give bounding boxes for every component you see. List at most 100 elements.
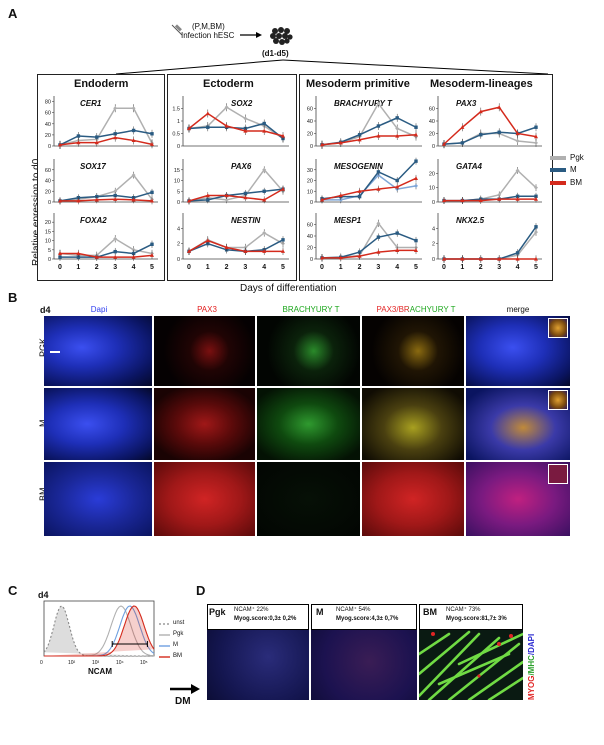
y-tick-label: 1.5	[172, 107, 180, 113]
y-tick-label: 20	[45, 133, 51, 139]
series-line-pgk	[188, 232, 284, 252]
flow-legend-unst: unst	[173, 620, 185, 626]
schematic-lines	[115, 59, 549, 75]
point-bm	[94, 140, 99, 145]
chart-sox17: 0 20 40 60 SOX17	[45, 159, 158, 206]
micro-bm-merge	[466, 462, 570, 536]
point-bm	[281, 133, 285, 138]
x-tick-label: 5	[534, 264, 538, 271]
point-bm	[442, 256, 446, 261]
point-bm	[262, 128, 267, 133]
y-tick-label: 4	[432, 226, 435, 232]
point-m	[395, 178, 399, 183]
point-bm	[76, 140, 81, 145]
gene-title: NESTIN	[231, 216, 261, 225]
point-bm	[338, 140, 343, 145]
endoderm-frame	[37, 74, 165, 281]
point-bm	[497, 196, 502, 201]
panel-c-day: d4	[38, 590, 49, 600]
point-bm	[534, 256, 538, 261]
y-tick-label: 60	[307, 107, 313, 113]
y-tick-label: 80	[45, 100, 51, 106]
point-bm	[243, 195, 248, 200]
point-pgk	[534, 185, 538, 190]
y-tick-label: 20	[307, 246, 313, 252]
point-m	[479, 133, 483, 137]
y-tick-label: 30	[307, 168, 313, 174]
y-tick-label: 40	[429, 119, 435, 125]
point-bm	[320, 255, 324, 260]
series-line-m	[444, 226, 537, 260]
y-tick-label: 20	[45, 220, 51, 226]
y-tick-label: 1	[177, 119, 180, 125]
y-tick-label: 5	[48, 248, 51, 254]
point-bm	[414, 132, 418, 137]
point-bm	[205, 238, 210, 243]
x-tick-label: 4	[131, 264, 136, 271]
series-line-bm	[443, 106, 537, 145]
y-tick-label: 20	[429, 132, 435, 138]
point-bm	[58, 251, 62, 256]
micro-pgk-merge	[466, 316, 570, 386]
point-bm	[376, 249, 381, 254]
gate-bracket	[111, 641, 148, 647]
point-bm	[187, 198, 191, 203]
series-line-bm	[59, 136, 153, 146]
gene-title: FOXA2	[80, 216, 107, 225]
bm-title: BM	[423, 607, 437, 617]
series-line-m	[188, 188, 284, 202]
point-bm	[281, 186, 285, 191]
point-m	[376, 170, 381, 174]
point-m	[515, 251, 520, 255]
point-bm	[320, 197, 324, 202]
y-tick-label: 5	[177, 189, 180, 195]
point-bm	[515, 131, 520, 136]
point-pgk	[113, 106, 118, 111]
y-tick-label: 10	[174, 179, 180, 185]
y-tick-label: 0	[310, 257, 313, 263]
myog-bm-image	[419, 604, 523, 700]
point-bm	[205, 193, 210, 198]
point-bm	[320, 142, 324, 147]
myog-pgk-image	[207, 604, 309, 700]
gene-title: SOX17	[80, 162, 106, 171]
point-pgk	[224, 105, 229, 110]
y-tick-label: 0	[432, 200, 435, 206]
y-tick-label: 10	[45, 239, 51, 245]
series-line-bm	[444, 198, 536, 202]
point-bm	[262, 249, 267, 253]
gene-title: CER1	[80, 99, 102, 108]
point-m	[131, 128, 136, 133]
point-pgk	[515, 139, 520, 143]
y-tick-label: 20	[307, 179, 313, 185]
m-title: M	[316, 607, 324, 617]
dm-arrow-icon	[170, 684, 200, 694]
tick-4: 10⁵	[140, 660, 148, 666]
point-m	[534, 225, 538, 229]
point-pgk	[534, 230, 538, 235]
flow-fill-unst	[44, 606, 154, 656]
series-line-m	[188, 239, 284, 253]
point-pgk	[497, 192, 502, 197]
micro-bm-dapi	[44, 462, 152, 536]
gene-title: NKX2.5	[456, 216, 485, 225]
pgk-ncam: NCAM⁺ 22%	[234, 607, 269, 613]
y-tick-label: 0	[48, 257, 51, 263]
y-tick-label: 0	[310, 200, 313, 206]
point-m	[497, 130, 501, 134]
series-line-m	[60, 243, 153, 258]
gene-title: BRACHYURY T	[334, 99, 393, 108]
point-m	[414, 125, 418, 129]
gene-title: PAX3	[456, 99, 477, 108]
tick-0: 0	[40, 660, 43, 666]
point-bm	[243, 128, 248, 133]
point-bm	[224, 245, 229, 250]
m-score: Myog.score:4,3± 0,7%	[336, 616, 399, 622]
col-merge: merge	[506, 305, 530, 314]
chart-nkx2-5: 0 2 4 NKX2.5	[432, 213, 542, 263]
mesoderm-primitive-title: Mesoderm primitive	[306, 78, 410, 90]
point-pgk	[262, 230, 267, 235]
panel-c-label: C	[8, 583, 18, 598]
gene-title: PAX6	[231, 162, 252, 171]
x-tick-label: 1	[460, 264, 465, 271]
